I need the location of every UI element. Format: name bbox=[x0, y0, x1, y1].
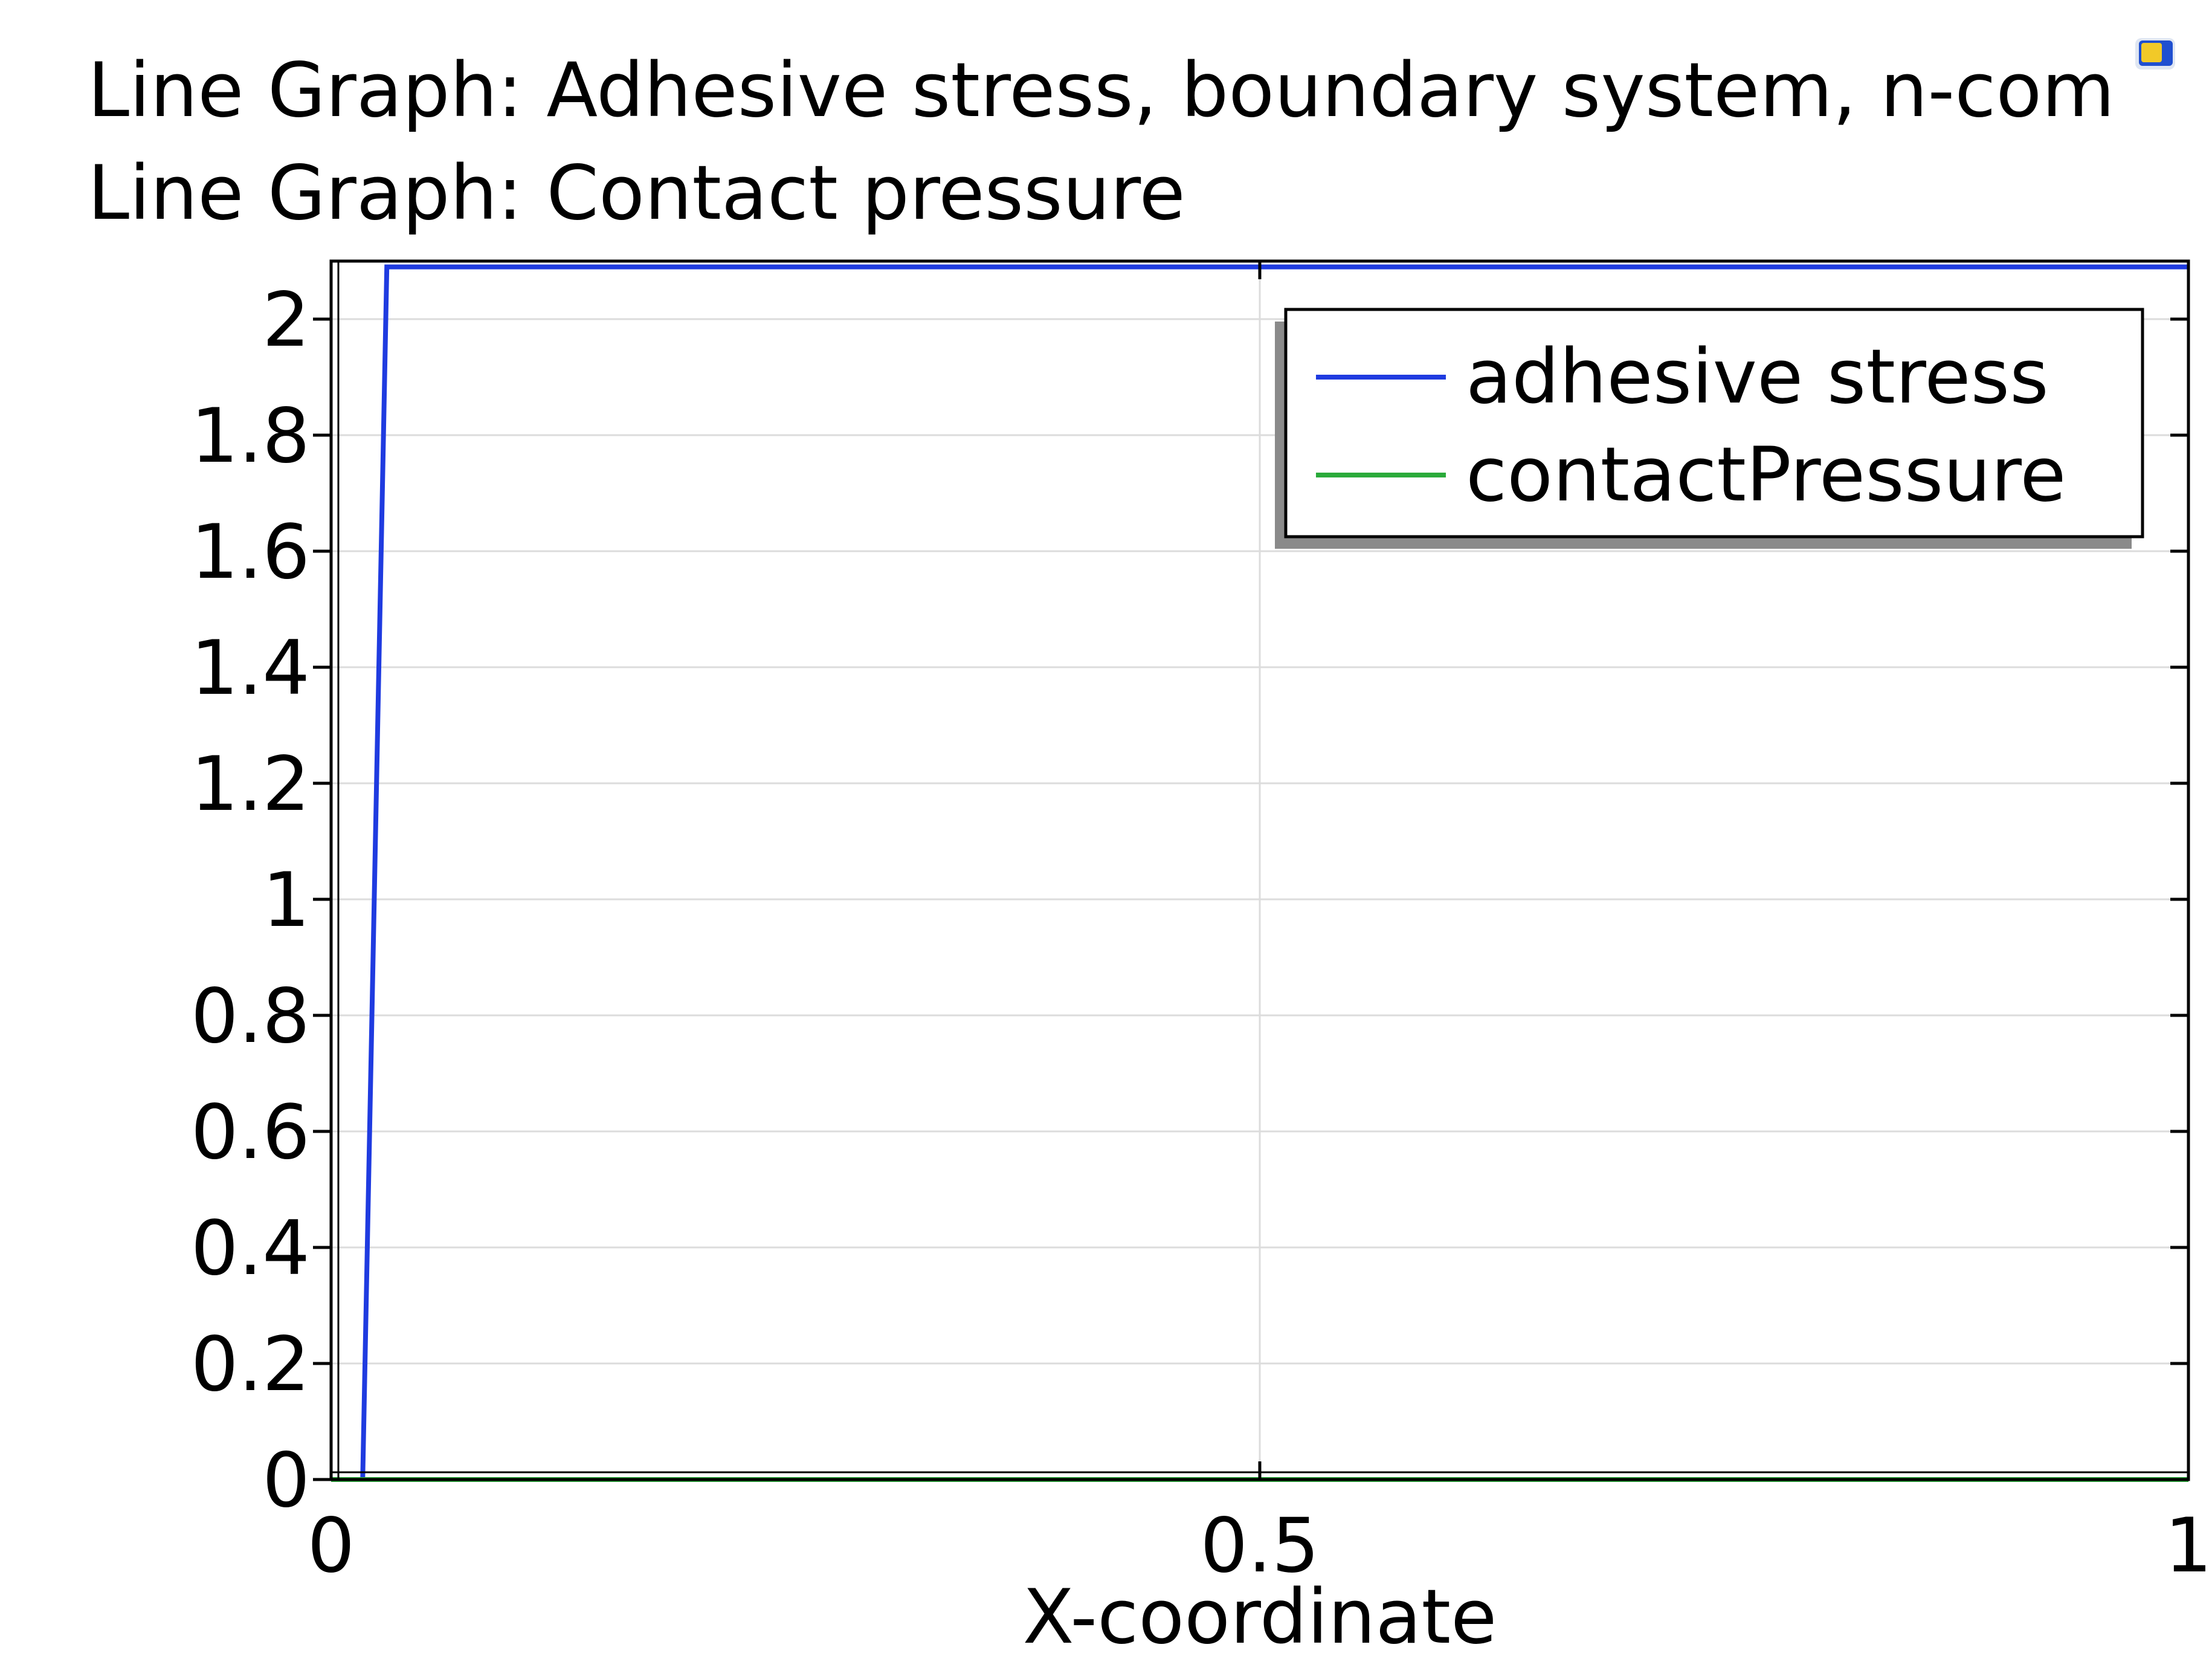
x-axis-label: X-coordinate bbox=[1023, 1574, 1497, 1656]
legend: adhesive stress contactPressure bbox=[1275, 308, 2144, 549]
chart-title-line-1: Line Graph: Adhesive stress, boundary sy… bbox=[88, 47, 2115, 134]
legend-label-1: contactPressure bbox=[1466, 432, 2066, 519]
axes-layer bbox=[313, 259, 2190, 1481]
y-tick-label: 0.2 bbox=[191, 1321, 310, 1408]
y-tick-label: 0.6 bbox=[191, 1089, 310, 1176]
y-tick-label: 0.4 bbox=[191, 1205, 310, 1292]
y-tick-label: 1.6 bbox=[191, 509, 310, 596]
y-tick-label: 1.8 bbox=[191, 393, 310, 480]
y-tick-label: 0 bbox=[262, 1437, 310, 1524]
tick-label-layer: 0 0.2 0.4 0.6 0.8 1 1.2 1.4 1.6 1.8 2 0 0.5 1 bbox=[191, 277, 2212, 1590]
y-tick-label: 0.8 bbox=[191, 973, 310, 1060]
legend-label-0: adhesive stress bbox=[1466, 334, 2049, 421]
x-tick-label: 0 bbox=[308, 1502, 355, 1590]
y-tick-label: 2 bbox=[262, 277, 310, 364]
x-tick-label: 1 bbox=[2165, 1502, 2212, 1590]
chart-title-line-2: Line Graph: Contact pressure bbox=[88, 150, 1185, 237]
y-tick-label: 1.2 bbox=[191, 741, 310, 828]
legend-box bbox=[1284, 308, 2144, 539]
y-tick-label: 1.4 bbox=[191, 625, 310, 712]
app-icon bbox=[2135, 38, 2175, 70]
x-tick-label: 0.5 bbox=[1200, 1502, 1319, 1590]
y-tick-label: 1 bbox=[262, 857, 310, 944]
